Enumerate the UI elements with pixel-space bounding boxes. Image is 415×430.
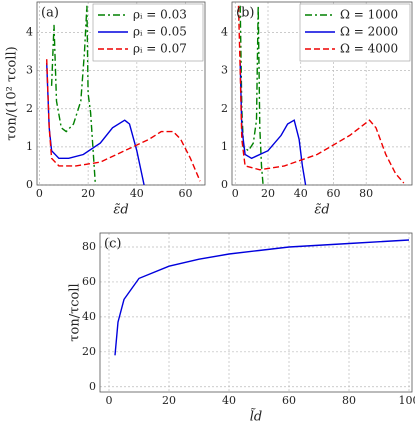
x-tick-label: 40 <box>130 187 144 200</box>
x-tick-label: 0 <box>36 187 43 200</box>
y-tick-label: 40 <box>82 310 96 323</box>
y-tick-label: 0 <box>89 380 96 393</box>
x-tick-label: 0 <box>106 394 113 407</box>
y-tick-label: 0 <box>26 178 33 191</box>
plot-frame <box>36 1 206 186</box>
y-tick-label: 2 <box>26 102 33 115</box>
x-tick-label: 80 <box>342 394 356 407</box>
data-line <box>239 62 307 185</box>
data-line <box>239 5 264 185</box>
x-tick-label: 40 <box>222 394 236 407</box>
x-tick-label: 20 <box>81 187 95 200</box>
y-tick-label: 20 <box>82 345 96 358</box>
legend-label: ρᵢ = 0.05 <box>133 25 187 39</box>
panel-label: (c) <box>104 237 121 252</box>
y-tick-label: 1 <box>221 140 228 153</box>
y-axis-label: τon/(10² τcoll) <box>5 46 20 140</box>
legend-label: ρᵢ = 0.07 <box>133 42 187 56</box>
x-tick-label: 60 <box>282 394 296 407</box>
x-tick-label: 60 <box>326 187 340 200</box>
legend-label: Ω = 4000 <box>340 42 398 56</box>
x-tick-label: 60 <box>179 187 193 200</box>
data-line <box>46 62 145 185</box>
y-tick-label: 0 <box>221 178 228 191</box>
legend-label: Ω = 2000 <box>340 25 398 39</box>
data-line <box>114 239 410 356</box>
y-tick-label: 2 <box>221 102 228 115</box>
legend-label: ρᵢ = 0.03 <box>133 8 187 22</box>
x-tick-label: 80 <box>359 187 373 200</box>
y-tick-label: 80 <box>82 240 96 253</box>
y-axis-label: τon/τcoll <box>68 283 83 341</box>
x-axis-label: l̃d <box>250 408 262 425</box>
y-tick-label: 4 <box>221 26 228 39</box>
plot-frame <box>231 1 413 186</box>
data-line <box>50 5 97 185</box>
y-tick-label: 1 <box>26 140 33 153</box>
plot-frame <box>99 232 413 393</box>
x-axis-label: ε̃d <box>113 203 128 218</box>
x-tick-label: 20 <box>261 187 275 200</box>
y-tick-label: 60 <box>82 275 96 288</box>
legend-label: Ω = 1000 <box>340 8 398 22</box>
legend-box <box>299 3 411 62</box>
panel-label: (b) <box>236 6 254 21</box>
x-tick-label: 20 <box>162 394 176 407</box>
panel-label: (a) <box>41 6 59 21</box>
y-tick-label: 4 <box>26 26 33 39</box>
x-axis-label: ε̃d <box>314 203 329 218</box>
data-line <box>46 59 201 182</box>
y-tick-label: 3 <box>26 64 33 77</box>
x-tick-label: 40 <box>294 187 308 200</box>
data-line <box>237 5 405 184</box>
x-tick-label: 100 <box>399 394 415 407</box>
y-tick-label: 3 <box>221 64 228 77</box>
x-tick-label: 0 <box>232 187 239 200</box>
